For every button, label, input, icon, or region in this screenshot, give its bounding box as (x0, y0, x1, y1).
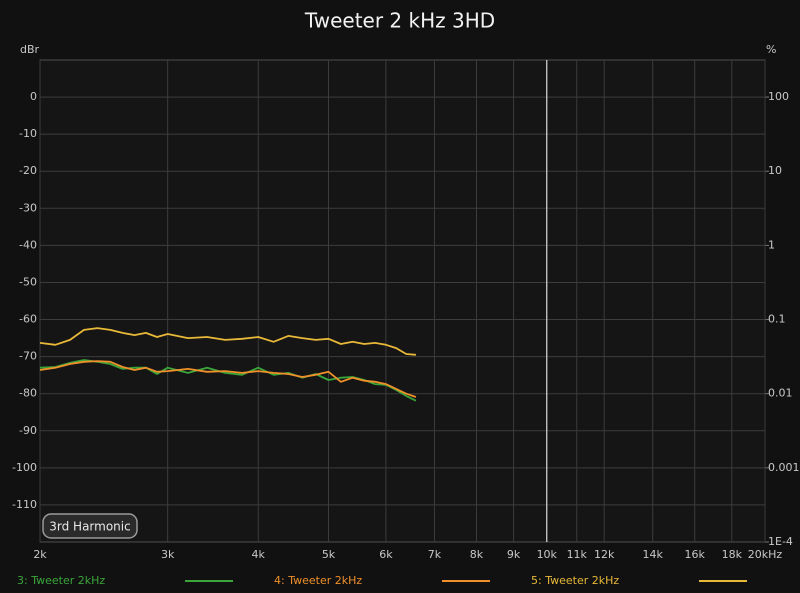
y2-tick-label: 100 (768, 90, 789, 103)
y2-tick-label: 0.001 (768, 461, 800, 474)
x-tick-label: 11k (567, 548, 588, 561)
y-tick-label: -20 (19, 164, 37, 177)
y-tick-label: -30 (19, 201, 37, 214)
y-tick-label: -70 (19, 350, 37, 363)
series-line (39, 360, 417, 398)
x-tick-label: 6k (379, 548, 393, 561)
x-tick-label: 8k (470, 548, 484, 561)
y-tick-label: 0 (30, 90, 37, 103)
x-tick-label: 4k (252, 548, 266, 561)
x-tick-label: 16k (685, 548, 706, 561)
y-tick-label: -90 (19, 424, 37, 437)
y-tick-label: -100 (12, 461, 37, 474)
y2-tick-label: 0.01 (768, 387, 793, 400)
plot-area (39, 59, 766, 543)
y-tick-label: -60 (19, 313, 37, 326)
legend-label: 3: Tweeter 2kHz (17, 574, 105, 587)
badge: 3rd Harmonic (49, 520, 130, 534)
legend-label: 4: Tweeter 2kHz (274, 574, 362, 587)
x-tick-label: 5k (322, 548, 336, 561)
y2-tick-label: 1 (768, 238, 775, 251)
legend-label: 5: Tweeter 2kHz (531, 574, 619, 587)
y2-tick-label: 0.1 (768, 313, 786, 326)
x-tick-label: 12k (594, 548, 615, 561)
y2-tick-label: 1E-4 (768, 535, 793, 548)
y-tick-label: -50 (19, 275, 37, 288)
y-tick-label: -40 (19, 238, 37, 251)
y2-axis-label: % (766, 43, 776, 56)
x-tick-label: 3k (161, 548, 175, 561)
x-tick-label: 20kHz (748, 548, 783, 561)
x-tick-label: 7k (428, 548, 442, 561)
y-tick-label: -10 (19, 127, 37, 140)
x-tick-label: 10k (537, 548, 558, 561)
series-line (39, 327, 416, 356)
x-tick-label: 2k (33, 548, 47, 561)
y-axis-label: dBr (20, 43, 40, 56)
y-tick-label: -80 (19, 387, 37, 400)
chart-title: Tweeter 2 kHz 3HD (304, 9, 495, 33)
y-tick-label: -110 (12, 498, 37, 511)
x-tick-label: 9k (507, 548, 521, 561)
badge-box (42, 513, 138, 539)
y2-tick-label: 10 (768, 164, 782, 177)
x-tick-label: 14k (643, 548, 664, 561)
x-tick-label: 18k (722, 548, 743, 561)
